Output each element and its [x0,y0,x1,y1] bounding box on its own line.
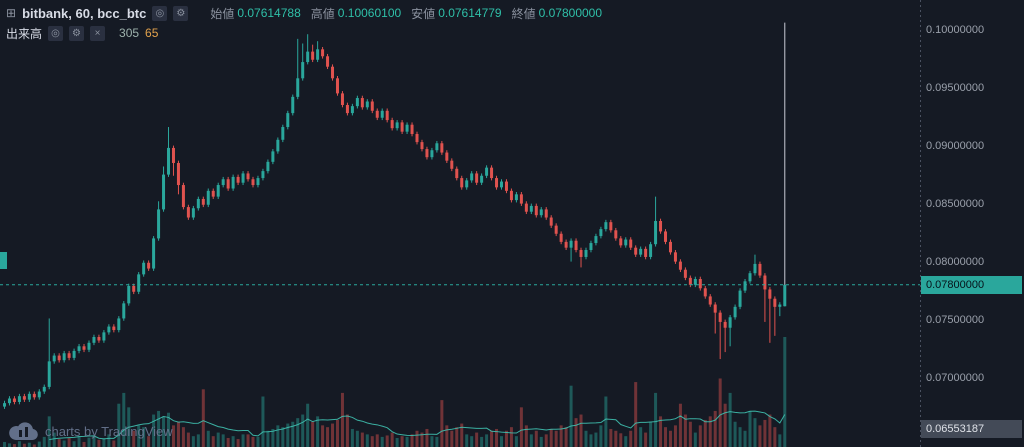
ohlc-value: 0.10060100 [337,6,402,20]
tradingview-logo-icon [9,422,38,441]
price-axis[interactable]: 0.07800000 0.06553187 0.10000000 0.095000… [920,0,1024,447]
volume-label: 出来高 [6,26,43,41]
volume-row: 出来高 ◎ ⚙ × 305 65 [6,24,602,42]
volume-ma-line [49,410,786,441]
ohlc-label: 高値 [310,6,335,21]
candles-layer [3,22,787,409]
low-price-badge: 0.06553187 [921,420,1022,439]
settings-icon[interactable]: ⚙ [173,5,189,21]
eye-icon[interactable]: ◎ [152,5,168,21]
left-edge-marker [0,252,7,269]
eye-icon[interactable]: ◎ [48,25,64,41]
ohlc-label: 終値 [511,6,536,21]
tradingview-watermark[interactable]: charts by TradingView [8,422,173,441]
ohlc-label: 安値 [411,6,436,21]
volume-value: 305 [119,26,140,40]
price-axis-label: 0.07000000 [926,371,985,384]
chart-icon: ⊞ [6,6,17,20]
ohlc-value: 0.07614788 [237,6,301,20]
ohlc-value: 0.07614779 [438,6,502,20]
symbol-row: ⊞ bitbank, 60, bcc_btc ◎ ⚙ 始値 0.07614788 高… [6,4,602,22]
price-axis-label: 0.08500000 [926,197,985,210]
price-axis-label: 0.09000000 [926,139,985,152]
chart-legend: ⊞ bitbank, 60, bcc_btc ◎ ⚙ 始値 0.07614788 高… [6,4,602,42]
symbol-title[interactable]: bitbank, 60, bcc_btc [22,5,147,21]
volume-bars-layer [3,337,787,447]
price-axis-label: 0.09500000 [926,81,985,94]
price-axis-label: 0.08000000 [926,255,985,268]
ohlc-value: 0.07800000 [538,6,603,20]
last-price-badge: 0.07800000 [921,275,1022,294]
watermark-text: charts by TradingView [45,424,173,439]
volume-ma-value: 65 [145,26,159,40]
ohlc-label: 始値 [210,6,235,21]
close-icon[interactable]: × [90,25,106,41]
price-axis-label: 0.07500000 [926,313,985,326]
ohlc-values: 始値 0.07614788 高値 0.10060100 安値 0.07614779 終値 0.… [200,5,602,22]
price-axis-label: 0.10000000 [926,23,985,36]
settings-icon[interactable]: ⚙ [69,25,85,41]
